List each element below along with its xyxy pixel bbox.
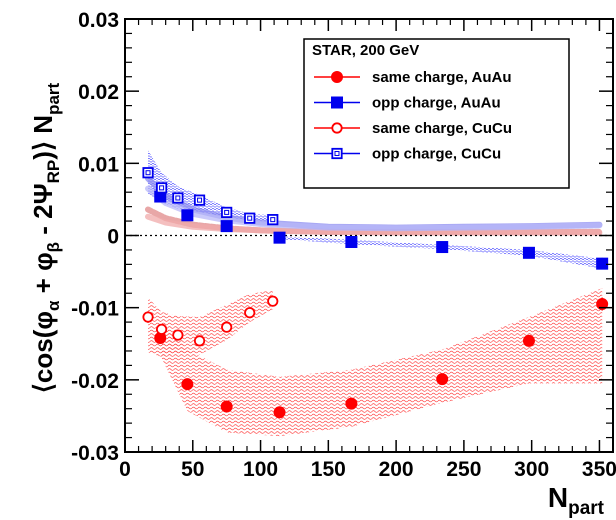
legend-marker — [331, 71, 343, 83]
axis-ticks — [124, 18, 614, 453]
x-tick-label: 150 — [311, 458, 346, 481]
y-title-sub-rp: RP — [44, 160, 63, 184]
y-tick-label: 0 — [107, 226, 119, 249]
y-title-part-0: ⟨cos(φ — [28, 311, 58, 393]
data-point — [142, 167, 154, 179]
data-point — [193, 194, 206, 206]
data-point — [273, 406, 286, 419]
data-point — [436, 373, 449, 386]
y-tick-label: 0.01 — [78, 153, 119, 176]
data-point — [267, 295, 279, 307]
data-point — [181, 378, 194, 391]
data-point — [220, 220, 233, 233]
data-point — [436, 241, 449, 254]
y-title-sub-beta: β — [44, 242, 63, 252]
y-title-sub-part: part — [44, 82, 63, 114]
x-tick-label: 0 — [119, 458, 131, 481]
x-tick-label: 200 — [379, 458, 414, 481]
legend-label: same charge, CuCu — [372, 120, 512, 137]
data-point — [596, 257, 609, 270]
data-point — [221, 321, 233, 333]
data-point — [155, 182, 168, 194]
y-axis-title: ⟨cos(φα + φβ - 2ΨRP)⟩ Npart — [28, 82, 63, 393]
legend-marker — [331, 147, 343, 160]
data-point — [345, 235, 358, 248]
legend-title: STAR, 200 GeV — [312, 42, 419, 59]
series-filled-square — [154, 190, 609, 270]
legend-label: opp charge, CuCu — [372, 146, 501, 163]
legend-entry: opp charge, AuAu — [314, 95, 501, 112]
series-open-square — [142, 167, 279, 226]
x-tick-label: 50 — [181, 458, 204, 481]
y-title-sub-alpha: α — [44, 300, 63, 311]
y-tick-label: 0.03 — [78, 9, 119, 32]
y-title-part-2: + φ — [28, 252, 58, 300]
legend-marker — [331, 122, 343, 134]
background-curve-1 — [145, 213, 603, 236]
data-point — [221, 206, 233, 219]
data-point — [181, 209, 194, 222]
background-curve-3 — [145, 185, 603, 232]
x-axis-title: Npart — [548, 482, 605, 519]
x-tick-label: 100 — [243, 458, 278, 481]
data-points — [142, 167, 609, 419]
legend-label: opp charge, AuAu — [372, 95, 501, 112]
systematic-bands — [148, 150, 603, 437]
data-point — [193, 335, 206, 347]
data-point — [220, 400, 233, 413]
y-tick-label: 0.02 — [78, 81, 119, 104]
data-point — [172, 329, 184, 341]
data-point — [273, 231, 286, 244]
data-point — [172, 192, 184, 204]
x-tick-label: 350 — [582, 458, 616, 481]
legend-entry: same charge, AuAu — [314, 69, 512, 86]
legend-entries: same charge, AuAu opp charge, AuAu same ch… — [314, 69, 512, 163]
data-point — [522, 334, 535, 347]
systematic-band-2 — [279, 236, 603, 269]
legend-box — [303, 38, 570, 189]
data-point — [267, 214, 279, 226]
series-filled-circle — [154, 297, 609, 419]
legend: STAR, 200 GeV same charge, AuAu opp charg… — [303, 38, 570, 189]
x-tick-labels: 0 50 100 150 200 250 300 350 — [119, 458, 616, 481]
x-axis-title-main: N — [548, 482, 568, 513]
y-title-part-6: )⟩ N — [28, 115, 58, 160]
legend-label: same charge, AuAu — [372, 69, 512, 86]
data-point — [596, 298, 609, 311]
y-tick-labels: -0.03 -0.02 -0.01 0 0.01 0.02 0.03 — [71, 9, 119, 465]
systematic-band-1 — [148, 290, 273, 357]
series-open-circle — [142, 295, 279, 347]
legend-entry: same charge, CuCu — [314, 120, 512, 137]
x-axis-title-sub: part — [568, 498, 605, 519]
y-title-part-4: - 2Ψ — [28, 183, 58, 242]
y-tick-label: -0.03 — [71, 442, 119, 465]
data-point — [244, 212, 256, 224]
y-tick-label: -0.01 — [71, 298, 119, 321]
legend-entry: opp charge, CuCu — [314, 146, 501, 163]
data-point — [142, 311, 154, 323]
y-tick-label: -0.02 — [71, 370, 119, 393]
data-point — [522, 246, 535, 259]
data-point — [345, 397, 358, 410]
data-point — [156, 323, 168, 335]
x-tick-label: 250 — [446, 458, 481, 481]
x-tick-label: 300 — [514, 458, 549, 481]
data-point — [244, 307, 256, 319]
systematic-band-0 — [160, 288, 603, 437]
legend-marker — [331, 96, 343, 109]
